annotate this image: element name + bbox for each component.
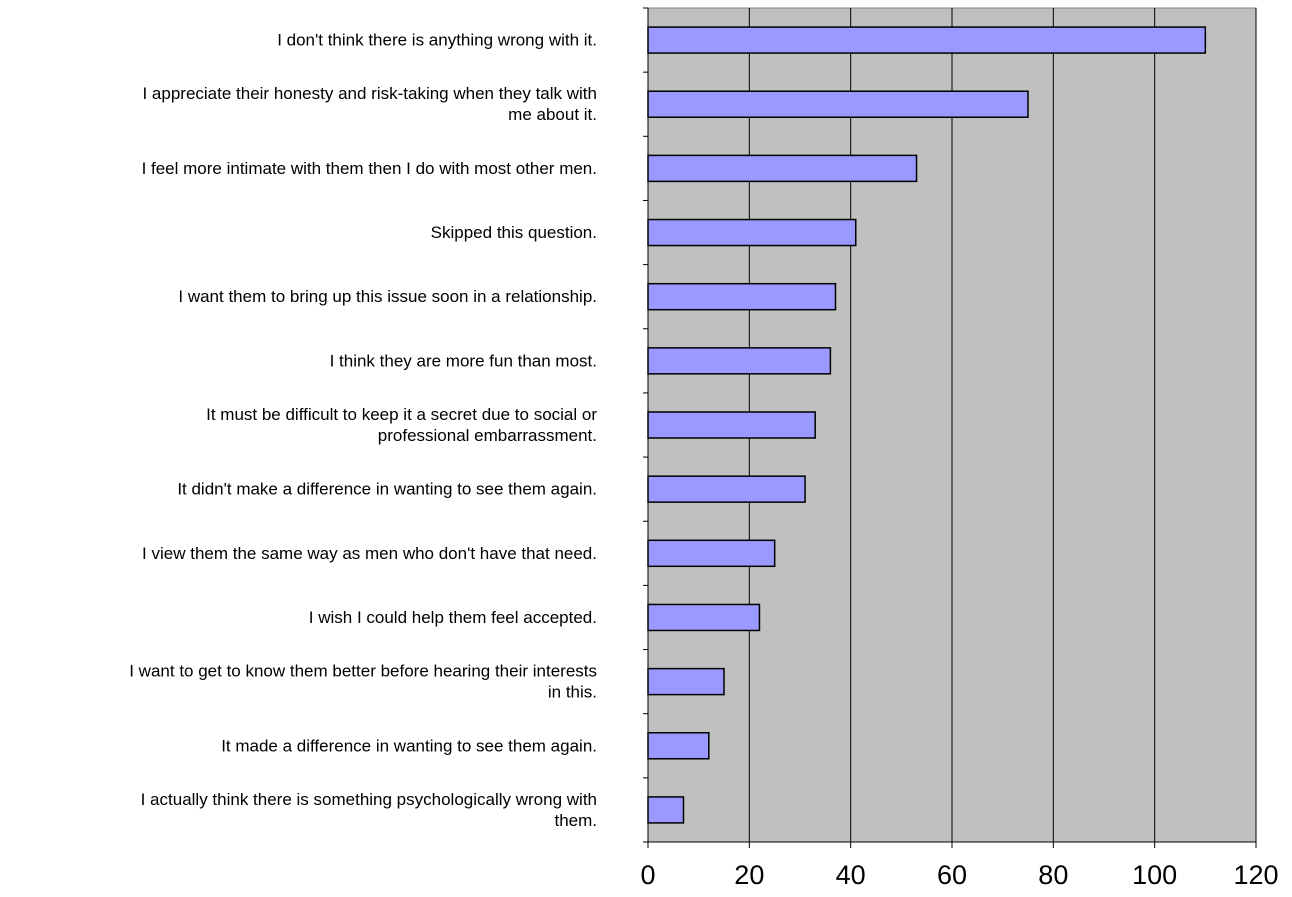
bar <box>647 603 761 632</box>
bar <box>647 796 685 824</box>
category-label: I want to get to know them better before… <box>129 662 597 702</box>
bar <box>647 539 776 568</box>
category-label-line: It made a difference in wanting to see t… <box>221 736 597 755</box>
category-label: It must be difficult to keep it a secret… <box>206 405 597 445</box>
category-label: It didn't make a difference in wanting t… <box>177 480 597 499</box>
x-tick-label: 0 <box>640 860 655 890</box>
bar <box>647 26 1207 54</box>
category-label-line: It must be difficult to keep it a secret… <box>206 405 597 424</box>
category-label-line: me about it. <box>508 105 597 124</box>
category-label-line: I want them to bring up this issue soon … <box>178 287 597 306</box>
category-label-line: Skipped this question. <box>431 223 597 242</box>
bar <box>647 347 832 375</box>
category-label: I wish I could help them feel accepted. <box>309 608 597 627</box>
category-label-line: I appreciate their honesty and risk-taki… <box>142 84 597 103</box>
category-label-line: I actually think there is something psyc… <box>141 790 597 809</box>
category-label: I view them the same way as men who don'… <box>142 544 597 563</box>
category-label-line: I want to get to know them better before… <box>129 662 597 681</box>
x-tick-label: 40 <box>836 860 866 890</box>
category-label-line: I don't think there is anything wrong wi… <box>277 31 597 50</box>
category-label-line: in this. <box>548 683 597 702</box>
category-label: I don't think there is anything wrong wi… <box>277 31 597 50</box>
category-label-line: I wish I could help them feel accepted. <box>309 608 597 627</box>
bar <box>647 90 1029 118</box>
category-label-line: them. <box>554 811 597 830</box>
category-label: I think they are more fun than most. <box>330 351 597 370</box>
bars <box>647 26 1207 824</box>
bar <box>647 667 725 696</box>
bar <box>647 475 806 503</box>
category-label: Skipped this question. <box>431 223 597 242</box>
category-label: It made a difference in wanting to see t… <box>221 736 597 755</box>
bar <box>647 411 816 439</box>
axes <box>643 7 1257 848</box>
category-label: I actually think there is something psyc… <box>141 790 597 830</box>
bar <box>647 732 710 760</box>
category-label-line: I view them the same way as men who don'… <box>142 544 597 563</box>
x-tick-label: 100 <box>1132 860 1177 890</box>
x-tick-label: 80 <box>1038 860 1068 890</box>
x-tick-label: 20 <box>734 860 764 890</box>
x-tick-label: 60 <box>937 860 967 890</box>
bar <box>647 218 857 247</box>
category-label: I feel more intimate with them then I do… <box>142 159 597 178</box>
bar <box>647 282 837 311</box>
category-label-line: I think they are more fun than most. <box>330 351 597 370</box>
gridlines <box>748 8 1257 842</box>
x-tick-labels: 0 20 40 60 80 100 120 <box>640 860 1278 890</box>
category-labels: I don't think there is anything wrong wi… <box>129 31 597 830</box>
x-tick-label: 120 <box>1233 860 1278 890</box>
category-label-line: It didn't make a difference in wanting t… <box>177 480 597 499</box>
category-label: I appreciate their honesty and risk-taki… <box>142 84 597 124</box>
bar <box>647 154 918 183</box>
category-label: I want them to bring up this issue soon … <box>178 287 597 306</box>
category-label-line: I feel more intimate with them then I do… <box>142 159 597 178</box>
category-label-line: professional embarrassment. <box>378 426 597 445</box>
